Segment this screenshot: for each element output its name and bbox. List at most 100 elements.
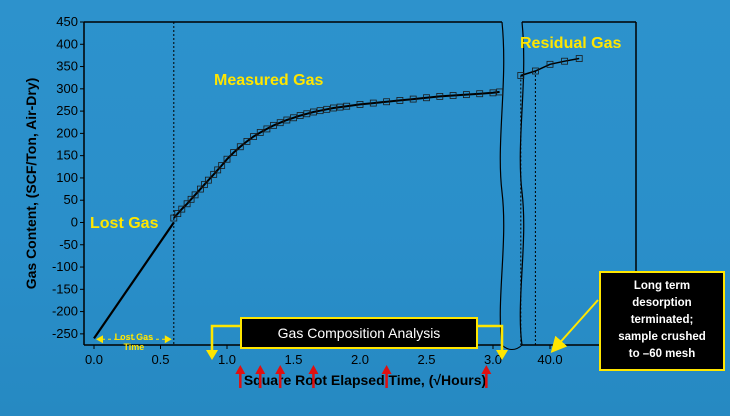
lost-gas-time-arrow-left <box>96 335 103 344</box>
measured-gas-point <box>290 114 297 122</box>
termination-note-line: Long term <box>634 280 690 292</box>
sample-arrow-head <box>235 365 246 374</box>
y-tick-label: -250 <box>52 326 78 341</box>
lost-gas-label: Lost Gas <box>90 215 159 232</box>
sample-arrow-head <box>275 365 286 374</box>
y-axis-title: Gas Content, (SCF/Ton, Air-Dry) <box>23 78 39 290</box>
measured-gas-point <box>170 214 178 222</box>
measured-gas-point <box>383 98 391 106</box>
y-tick-label: 400 <box>56 36 78 51</box>
axis-break-left <box>499 21 505 346</box>
measured-gas-point <box>343 102 351 110</box>
sample-arrow-head <box>381 365 392 374</box>
lost-gas-time-label: Time <box>123 342 144 352</box>
residual-gas-point <box>575 55 583 62</box>
residual-gas-label: Residual Gas <box>520 35 621 52</box>
x-tick-label: 1.0 <box>218 352 236 367</box>
measured-gas-point <box>476 90 484 98</box>
measured-gas-point <box>303 110 311 118</box>
residual-gas-point <box>546 60 554 68</box>
measured-gas-point <box>223 155 231 163</box>
composition-box <box>240 317 478 349</box>
measured-gas-point <box>183 200 191 208</box>
measured-gas-label: Measured Gas <box>214 72 323 89</box>
termination-pointer-arrow <box>550 299 599 353</box>
y-tick-label: 150 <box>56 148 78 163</box>
termination-note-line: to –60 mesh <box>629 348 695 360</box>
y-tick-label: 300 <box>56 81 78 96</box>
termination-note-line: desorption <box>632 297 691 309</box>
measured-gas-point <box>396 97 404 104</box>
y-tick-label: -50 <box>59 237 78 252</box>
composition-arrow-right <box>496 350 508 360</box>
measured-gas-point <box>276 119 284 127</box>
y-tick-label: 100 <box>56 170 78 185</box>
measured-gas-point <box>423 94 430 102</box>
measured-gas-point <box>263 125 271 133</box>
measured-gas-point <box>316 107 324 115</box>
measured-gas-curve <box>173 90 500 219</box>
measured-gas-point <box>191 191 199 199</box>
residual-gas-point <box>561 57 568 65</box>
measured-gas-point <box>323 105 331 113</box>
x-axis-title: Square Root Elapsed Time, (√Hours) <box>244 372 486 388</box>
measured-gas-point <box>243 137 251 145</box>
measured-gas-point <box>230 149 238 156</box>
measured-gas-point <box>496 88 504 96</box>
x-tick-label: 2.5 <box>417 352 435 367</box>
lost-gas-time-label: Lost Gas <box>115 332 154 342</box>
x-tick-label: 2.0 <box>351 352 369 367</box>
measured-gas-point <box>250 133 258 140</box>
measured-gas-point <box>462 91 470 99</box>
measured-gas-point <box>210 170 218 178</box>
y-tick-label: -150 <box>52 281 78 296</box>
y-tick-label: 200 <box>56 125 78 140</box>
measured-gas-point <box>214 166 222 174</box>
measured-gas-point <box>369 99 377 107</box>
residual-gas-curve <box>520 57 580 77</box>
y-tick-label: -100 <box>52 259 78 274</box>
measured-gas-point <box>489 89 497 97</box>
y-tick-label: 350 <box>56 59 78 74</box>
x-tick-label: 3.0 <box>484 352 502 367</box>
measured-gas-point <box>409 95 417 103</box>
x-tick-label: 0.0 <box>85 352 103 367</box>
measured-gas-point <box>256 129 264 136</box>
measured-gas-point <box>200 181 208 189</box>
composition-bracket-left <box>210 324 244 352</box>
measured-gas-point <box>270 121 277 129</box>
y-tick-label: -200 <box>52 304 78 319</box>
measured-gas-point <box>436 93 444 100</box>
measured-gas-point <box>283 116 291 124</box>
measured-gas-point <box>236 143 244 151</box>
measured-gas-point <box>310 108 317 116</box>
composition-bracket-right <box>476 324 504 352</box>
lost-gas-fit-line <box>93 221 175 339</box>
measured-gas-point <box>296 112 304 119</box>
measured-gas-point <box>187 195 195 203</box>
y-tick-label: 50 <box>64 192 78 207</box>
lost-gas-time-arrow-right <box>164 335 172 344</box>
measured-gas-point <box>178 205 186 213</box>
sample-arrow-head <box>481 365 492 374</box>
termination-note-line: terminated; <box>631 314 694 326</box>
sample-arrow-head <box>308 365 319 374</box>
measured-gas-point <box>329 104 337 112</box>
x-tick-label: 40.0 <box>537 352 562 367</box>
composition-arrow-left <box>206 350 218 360</box>
sample-arrow-head <box>255 365 266 374</box>
measured-gas-point <box>218 162 226 169</box>
measured-gas-point <box>204 176 212 184</box>
measured-gas-point <box>336 103 344 111</box>
axis-break-bottom <box>501 344 523 350</box>
measured-gas-point <box>174 210 182 217</box>
termination-note-line: sample crushed <box>618 331 706 343</box>
termination-note-box <box>599 271 725 371</box>
measured-gas-point <box>196 185 204 193</box>
measured-gas-point <box>356 101 364 108</box>
x-tick-label: 1.5 <box>284 352 302 367</box>
residual-gas-point <box>517 72 525 79</box>
residual-gas-point <box>532 67 539 75</box>
